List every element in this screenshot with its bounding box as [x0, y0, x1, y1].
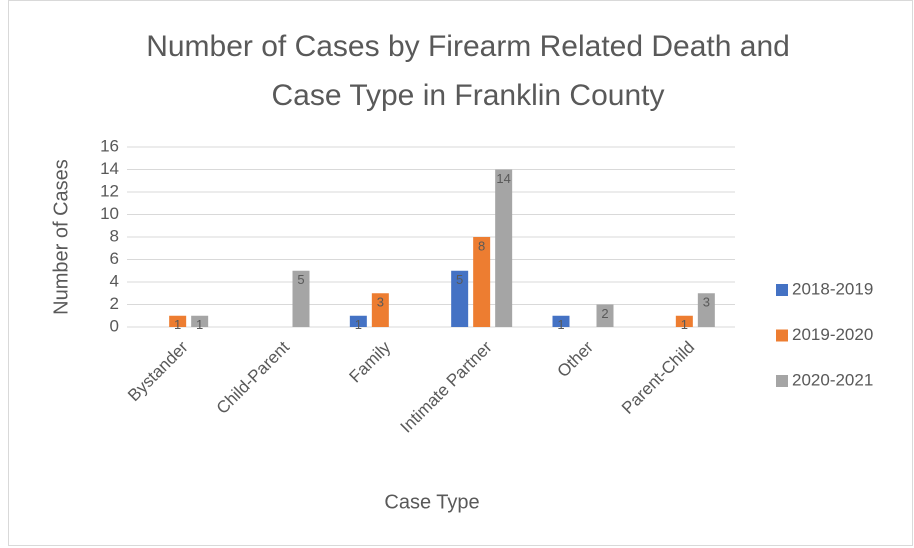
y-tick-label: 0	[110, 316, 119, 335]
data-label: 2	[601, 306, 608, 321]
y-tick-label: 12	[100, 181, 119, 200]
bar	[349, 315, 367, 327]
data-label: 1	[174, 317, 181, 332]
y-axis-title: Number of Cases	[50, 159, 72, 315]
bar	[697, 293, 715, 327]
legend-label: 2018-2019	[792, 279, 873, 298]
legend-swatch	[776, 329, 788, 342]
legend-swatch	[776, 375, 788, 387]
data-label: 1	[196, 317, 203, 332]
x-axis-title: Case Type	[384, 491, 479, 513]
legend-label: 2019-2020	[792, 325, 873, 344]
bar	[596, 304, 614, 327]
legend-label: 2020-2021	[792, 370, 873, 389]
chart-title: Case Type in Franklin County	[272, 79, 665, 112]
y-tick-label: 16	[100, 136, 119, 155]
data-label: 5	[456, 272, 463, 287]
bar	[495, 169, 513, 327]
data-label: 5	[297, 272, 304, 287]
chart-title: Number of Cases by Firearm Related Death…	[146, 30, 790, 63]
y-tick-label: 14	[100, 159, 119, 178]
y-tick-label: 8	[110, 226, 119, 245]
y-tick-label: 4	[110, 271, 119, 290]
data-label: 14	[496, 171, 510, 186]
bar	[292, 270, 310, 327]
data-label: 1	[355, 317, 362, 332]
data-label: 8	[478, 238, 485, 253]
y-tick-label: 2	[110, 294, 119, 313]
bar	[473, 237, 491, 327]
bar	[191, 315, 209, 327]
bar	[675, 315, 693, 327]
data-label: 1	[681, 317, 688, 332]
legend-swatch	[776, 284, 788, 296]
data-label: 3	[377, 295, 384, 310]
bar	[552, 315, 570, 327]
bar	[371, 293, 389, 327]
bar	[451, 270, 469, 327]
data-label: 1	[557, 317, 564, 332]
bar	[169, 315, 187, 327]
y-tick-label: 10	[100, 204, 119, 223]
data-label: 3	[703, 295, 710, 310]
y-tick-label: 6	[110, 249, 119, 268]
